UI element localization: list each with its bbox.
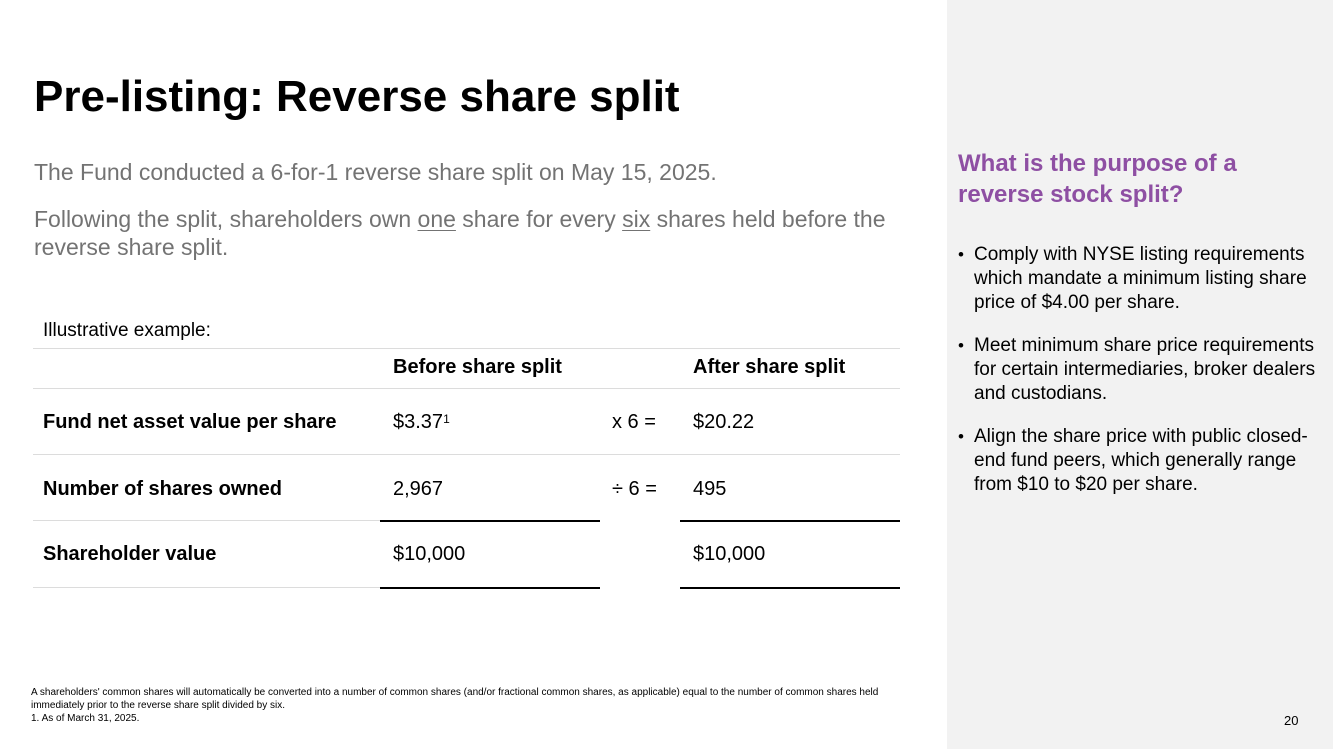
- row-label-nav: Fund net asset value per share: [43, 411, 337, 433]
- row-divider: [33, 454, 900, 455]
- footnote-marker: 1: [443, 412, 450, 426]
- bullet-icon: •: [958, 427, 964, 446]
- cell-shares-before: 2,967: [393, 478, 444, 500]
- row-divider: [33, 587, 380, 588]
- bullet-icon: •: [958, 336, 964, 355]
- underlined-one: one: [417, 206, 456, 232]
- list-item: • Align the share price with public close…: [958, 425, 1318, 497]
- footnote-general: A shareholders' common shares will autom…: [31, 687, 879, 711]
- table-top-divider: [33, 348, 900, 349]
- sum-rule-before: [380, 520, 600, 522]
- row-label-shares: Number of shares owned: [43, 478, 282, 500]
- total-rule-before: [380, 587, 600, 589]
- cell-nav-operator: x 6 =: [612, 411, 656, 433]
- cell-nav-before: $3.371: [393, 411, 450, 434]
- list-item: • Meet minimum share price requirements f…: [958, 334, 1318, 406]
- total-rule-after: [680, 587, 900, 589]
- bullet-text: Align the share price with public closed…: [974, 426, 1308, 495]
- side-panel: [947, 0, 1333, 749]
- page-title: Pre-listing: Reverse share split: [34, 72, 680, 121]
- intro-text: The Fund conducted a 6-for-1 reverse sha…: [34, 158, 934, 261]
- intro-line-2-part-c: shares held before the reverse share spl…: [34, 206, 886, 260]
- row-divider: [33, 520, 380, 521]
- sum-rule-after: [680, 520, 900, 522]
- cell-nav-after: $20.22: [693, 411, 755, 433]
- intro-line-2: Following the split, shareholders own on…: [34, 205, 934, 261]
- page-number: 20: [1284, 713, 1299, 728]
- intro-line-2-part-b: share for every: [455, 206, 623, 232]
- side-panel-title: What is the purpose of a reverse stock s…: [958, 150, 1237, 208]
- bullet-icon: •: [958, 245, 964, 264]
- row-label-value: Shareholder value: [43, 543, 217, 565]
- cell-value-after: $10,000: [693, 543, 766, 565]
- cell-shares-operator: ÷ 6 =: [612, 478, 657, 500]
- header-divider: [33, 388, 900, 389]
- table-caption: Illustrative example:: [43, 320, 211, 341]
- intro-line-1: The Fund conducted a 6-for-1 reverse sha…: [34, 159, 717, 185]
- cell-nav-before-value: $3.37: [393, 411, 444, 433]
- purpose-list: • Comply with NYSE listing requirements w…: [958, 243, 1318, 516]
- list-item: • Comply with NYSE listing requirements w…: [958, 243, 1318, 315]
- intro-line-2-part-a: Following the split, shareholders own: [34, 206, 418, 232]
- underlined-six: six: [622, 206, 651, 232]
- column-header-before: Before share split: [393, 356, 562, 378]
- column-header-after: After share split: [693, 356, 846, 378]
- bullet-text: Meet minimum share price requirements fo…: [974, 335, 1316, 404]
- footnote-1: 1. As of March 31, 2025.: [31, 713, 140, 724]
- cell-value-before: $10,000: [393, 543, 466, 565]
- bullet-text: Comply with NYSE listing requirements wh…: [974, 244, 1307, 313]
- cell-shares-after: 495: [693, 478, 727, 500]
- footnotes: A shareholders' common shares will autom…: [31, 686, 931, 725]
